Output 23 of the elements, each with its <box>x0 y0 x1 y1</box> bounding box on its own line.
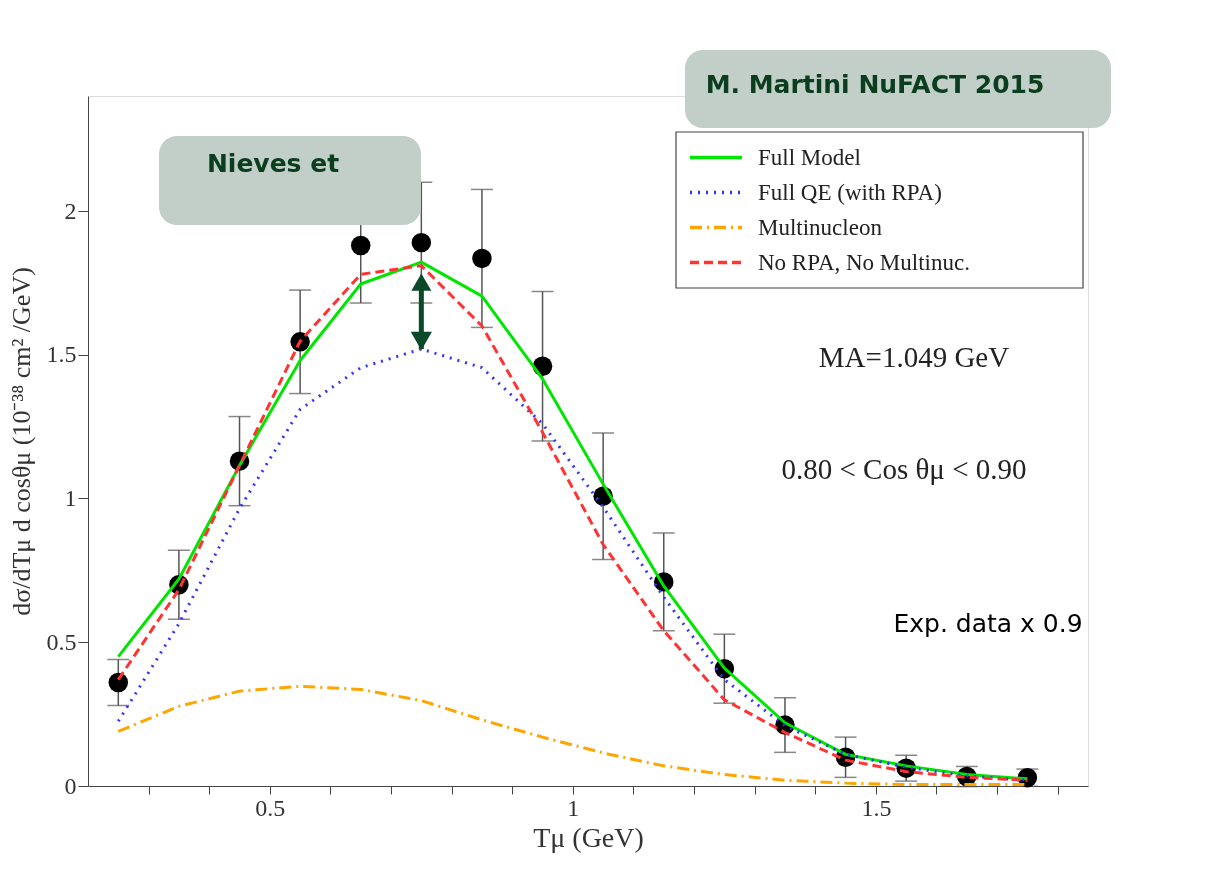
point <box>350 235 371 256</box>
x-tick-label: 1.5 <box>861 794 892 821</box>
y-tick-label: 0.5 <box>46 628 77 655</box>
y-axis-title: dσ/dTμ d cosθμ (10⁻³⁸ cm² /GeV) <box>6 267 36 616</box>
x-tick-label: 1 <box>567 794 580 821</box>
point <box>108 672 129 693</box>
y-tick-label: 0 <box>64 772 77 799</box>
y-tick-label: 2 <box>64 197 77 224</box>
point <box>411 232 432 253</box>
legend-label: Multinucleon <box>758 214 883 240</box>
annotation: MA=1.049 GeV <box>818 341 1010 373</box>
x-axis-title: Tμ (GeV) <box>533 821 644 853</box>
legend-label: Full Model <box>758 144 861 170</box>
legend-label: No RPA, No Multinuc. <box>758 249 970 275</box>
y-tick-label: 1 <box>64 485 77 511</box>
y-tick-label: 1.5 <box>46 341 77 368</box>
annotation: Nieves et <box>206 149 340 178</box>
annotation: M. Martini NuFACT 2015 <box>705 70 1045 99</box>
annotation: Exp. data x 0.9 <box>893 609 1083 638</box>
annotation: 0.80 < Cos θμ < 0.90 <box>781 453 1027 485</box>
point <box>472 248 492 269</box>
x-tick-label: 0.5 <box>255 794 286 821</box>
legend-label: Full QE (with RPA) <box>758 179 942 205</box>
